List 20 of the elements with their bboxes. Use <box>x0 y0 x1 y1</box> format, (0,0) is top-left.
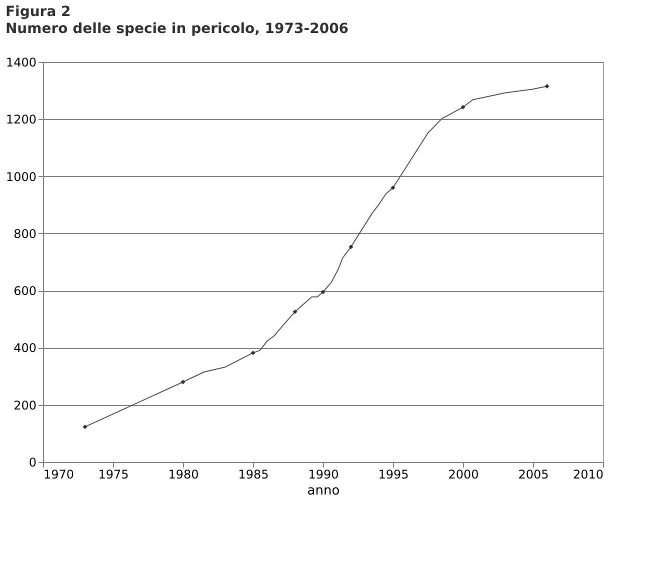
chart-title: Figura 2 <box>5 4 71 20</box>
x-tick-label: 1970 <box>44 468 74 482</box>
y-tick-label: 1200 <box>6 112 36 127</box>
y-tick-label: 200 <box>14 398 36 412</box>
y-tick-label: 600 <box>14 284 36 298</box>
y-tick-label: 0 <box>28 456 36 470</box>
y-tick-label: 800 <box>14 226 36 241</box>
x-tick-label: 2000 <box>448 468 479 482</box>
y-tick-label: 1000 <box>6 170 36 184</box>
x-tick-label: 1985 <box>238 468 269 482</box>
x-tick-label: 1990 <box>308 468 339 482</box>
x-tick-label: 1995 <box>378 468 409 482</box>
y-tick-label: 400 <box>14 341 36 356</box>
x-tick-label: 2010 <box>572 468 604 482</box>
x-tick-label: 1975 <box>98 468 129 482</box>
x-axis-title: anno <box>307 484 340 498</box>
x-tick-label: 2005 <box>518 468 549 482</box>
x-tick-label: 1980 <box>168 468 199 482</box>
chart-subtitle: Numero delle specie in pericolo, 1973-2006 <box>5 21 349 37</box>
y-tick-label: 1400 <box>6 56 36 70</box>
